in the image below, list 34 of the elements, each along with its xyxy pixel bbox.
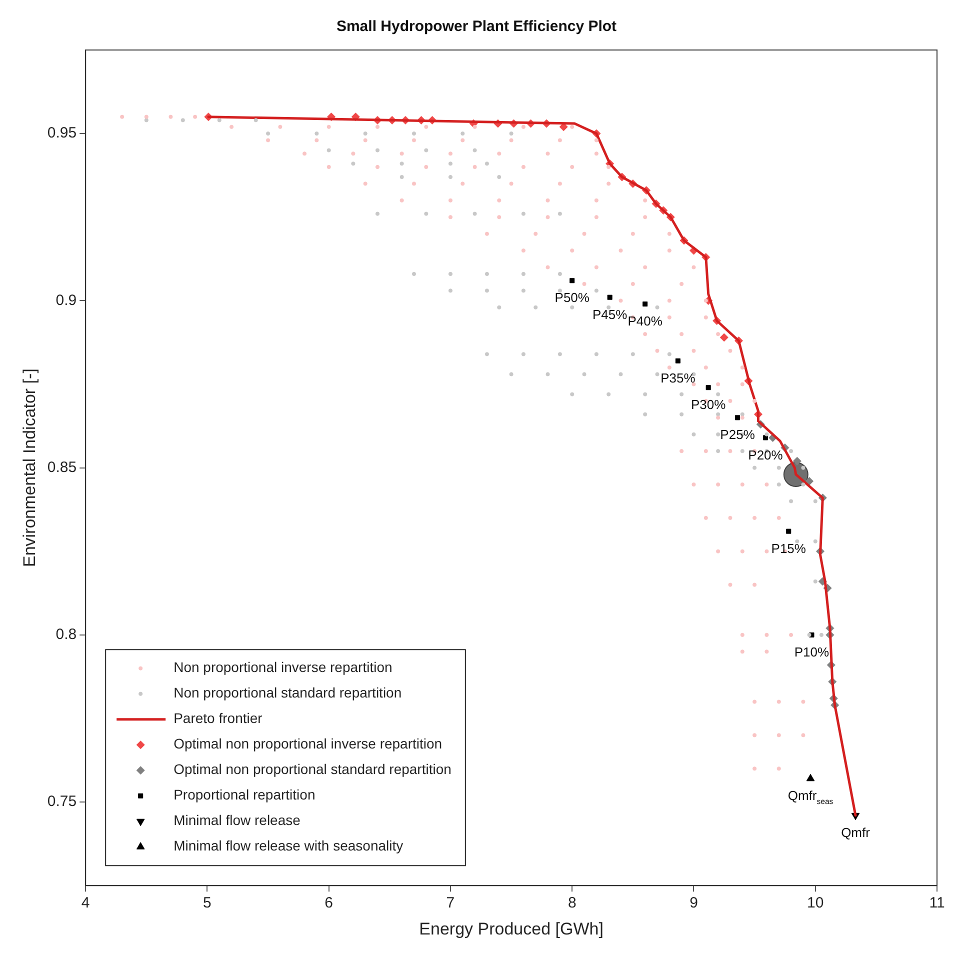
x-tick-label: 6 [324, 894, 334, 912]
data-label: P15% [771, 540, 806, 556]
x-tick-label: 7 [446, 894, 455, 912]
legend-label: Non proportional inverse repartition [174, 659, 392, 676]
legend-label: Proportional repartition [174, 786, 316, 803]
legend-label: Optimal non proportional standard repartition [174, 761, 452, 778]
legend-label: Minimal flow release [174, 812, 301, 828]
x-tick-label: 4 [81, 894, 90, 912]
data-label: P30% [690, 397, 726, 412]
x-axis-title: Energy Produced [GWh] [419, 919, 604, 938]
x-tick-label: 8 [568, 894, 576, 912]
data-label: P45% [592, 306, 628, 322]
data-label: P40% [628, 314, 663, 329]
x-tick-label: 10 [807, 894, 824, 912]
data-label: P50% [554, 290, 590, 306]
data-label: P25% [720, 427, 756, 442]
legend-label: Non proportional standard repartition [174, 684, 402, 701]
data-label: P20% [748, 447, 784, 462]
x-tick-label: 11 [929, 894, 945, 912]
y-tick-label: 0.85 [47, 458, 77, 476]
x-tick-label: 9 [690, 894, 698, 912]
y-tick-label: 0.8 [56, 626, 77, 644]
y-tick-label: 0.75 [47, 793, 77, 810]
data-label: Qmfr [841, 824, 871, 840]
data-label: P35% [660, 370, 696, 386]
chart-title: Small Hydropower Plant Efficiency Plot [336, 18, 617, 36]
data-label: P10% [794, 644, 830, 660]
legend-label: Optimal non proportional inverse repartition [174, 736, 442, 752]
y-tick-label: 0.9 [56, 292, 77, 309]
y-tick-label: 0.95 [47, 124, 77, 142]
legend-label: Minimal flow release with seasonality [174, 838, 404, 854]
legend-label: Pareto frontier [174, 710, 263, 726]
x-tick-label: 5 [203, 894, 212, 912]
y-axis-title: Environmental Indicator [-] [20, 368, 39, 568]
